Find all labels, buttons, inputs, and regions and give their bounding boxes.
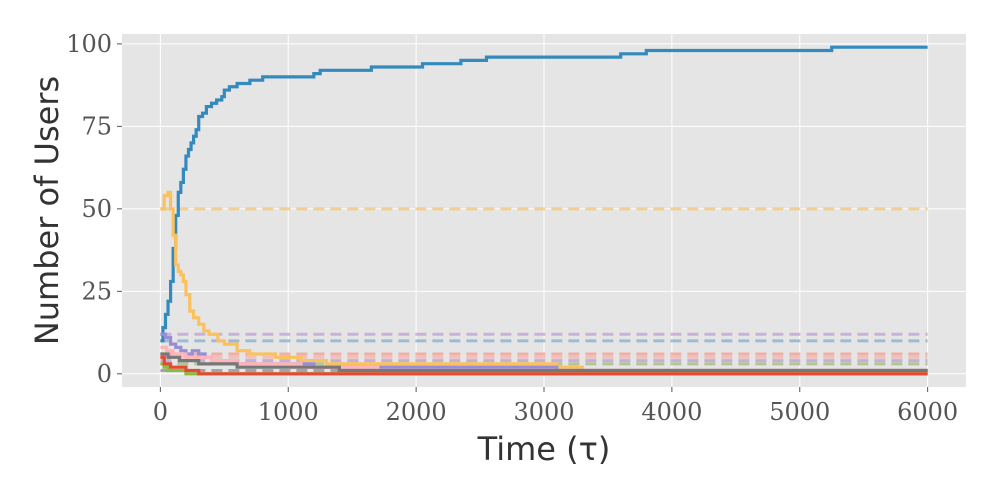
y-axis-label: Number of Users bbox=[28, 76, 66, 345]
y-tick-label: 0 bbox=[97, 360, 112, 388]
x-tick-label: 5000 bbox=[769, 398, 830, 426]
y-tick-label: 25 bbox=[81, 277, 112, 305]
x-tick-label: 1000 bbox=[258, 398, 319, 426]
x-tick-label: 0 bbox=[153, 398, 168, 426]
series-line bbox=[160, 45, 928, 343]
y-tick-label: 100 bbox=[66, 30, 112, 58]
series-layer bbox=[160, 45, 928, 376]
x-tick-label: 2000 bbox=[386, 398, 447, 426]
x-tick-label: 6000 bbox=[897, 398, 958, 426]
x-axis-label: Time (τ) bbox=[477, 430, 611, 468]
y-tick-label: 75 bbox=[81, 112, 112, 140]
x-tick-label: 4000 bbox=[641, 398, 702, 426]
series-line bbox=[160, 352, 928, 373]
series-line bbox=[160, 355, 928, 376]
x-axis-ticks: 0 1000 2000 3000 4000 5000 6000 bbox=[153, 387, 958, 426]
series-line bbox=[160, 190, 928, 373]
y-axis-ticks: 0 25 50 75 100 bbox=[66, 30, 122, 388]
y-tick-label: 50 bbox=[81, 195, 112, 223]
x-tick-label: 3000 bbox=[513, 398, 574, 426]
